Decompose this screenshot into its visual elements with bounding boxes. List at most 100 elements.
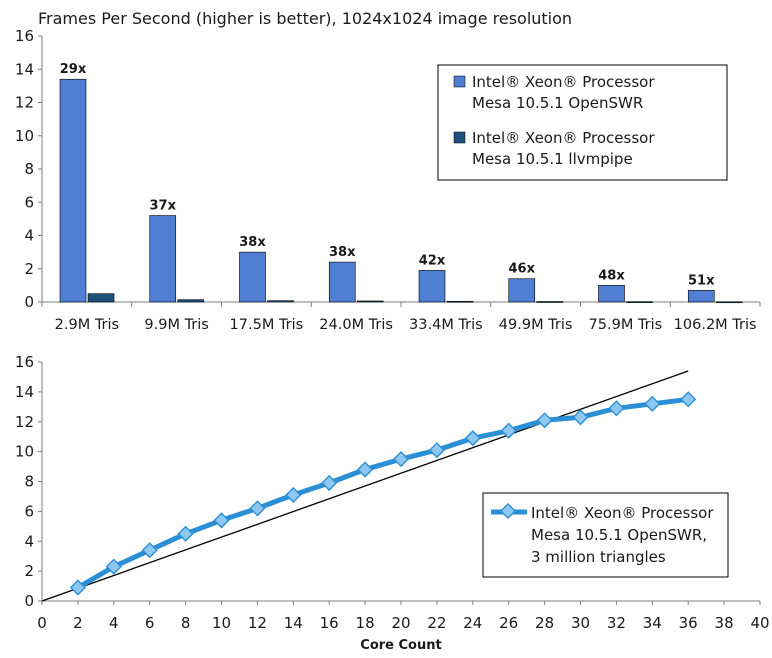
bar-chart: Frames Per Second (higher is better), 10… [15, 9, 761, 333]
bar-speedup-label: 29x [60, 62, 87, 77]
line-chart-y-tick-label: 10 [15, 443, 34, 461]
line-chart-x-tick-label: 18 [356, 614, 375, 632]
bar-chart-y-tick-label: 10 [15, 127, 34, 145]
bar-speedup-label: 38x [239, 235, 266, 250]
line-legend-label-line1: Intel® Xeon® Processor [531, 504, 714, 522]
legend-swatch-openswr [453, 75, 466, 88]
legend-swatch-llvmpipe [453, 131, 466, 144]
openswr-data-point [213, 512, 230, 529]
bar-speedup-label: 38x [329, 245, 356, 260]
line-chart-x-tick-label: 6 [145, 614, 155, 632]
line-chart-y-tick-label: 6 [24, 502, 34, 520]
openswr-data-point [428, 442, 445, 459]
openswr-data-point [177, 525, 194, 542]
bar-chart-y-tick-label: 2 [24, 260, 34, 278]
bar-chart-y-tick-label: 4 [24, 227, 34, 245]
bar-chart-category-label: 24.0M Tris [319, 317, 393, 333]
line-chart-y-ticks: 0 2 4 6 8 10 12 14 16 [15, 353, 42, 610]
line-chart-x-tick-label: 28 [535, 614, 554, 632]
bar-llvmpipe [87, 293, 115, 303]
openswr-data-point [141, 542, 158, 559]
line-chart-x-tick-label: 16 [320, 614, 339, 632]
bar-chart-category-label: 106.2M Tris [674, 317, 757, 333]
bar-chart-category-label: 75.9M Tris [589, 317, 663, 333]
openswr-data-point [500, 422, 517, 439]
bar-chart-category-label: 2.9M Tris [55, 317, 119, 333]
bar-llvmpipe [626, 301, 653, 303]
line-chart-x-tick-label: 4 [109, 614, 119, 632]
line-legend-label-line2: Mesa 10.5.1 OpenSWR, [531, 526, 707, 544]
line-chart-x-tick-label: 2 [73, 614, 83, 632]
line-chart-x-tick-label: 12 [248, 614, 267, 632]
line-chart-y-tick-label: 0 [24, 592, 34, 610]
line-chart-x-ticks: 0 2 4 6 8 10 12 14 16 18 20 22 24 26 28 30 32 34 36 38 40 [37, 601, 770, 632]
line-chart-x-tick-label: 38 [715, 614, 734, 632]
line-chart-x-tick-label: 20 [391, 614, 410, 632]
bar-openswr [598, 285, 625, 303]
bar-chart-y-tick-label: 0 [24, 293, 34, 311]
bar-chart-category-label: 33.4M Tris [409, 317, 483, 333]
line-chart-x-tick-label: 10 [212, 614, 231, 632]
bar-llvmpipe [267, 300, 294, 303]
bar-chart-y-tick-label: 14 [15, 60, 34, 78]
openswr-data-point [392, 451, 410, 468]
openswr-data-point [285, 486, 302, 504]
bar-llvmpipe [177, 299, 205, 303]
line-chart-x-tick-label: 30 [571, 614, 590, 632]
line-chart-x-tick-label: 14 [284, 614, 303, 632]
bar-chart-data-labels: 29x 37x 38x 38x 42x 46x 48x 51x [60, 62, 715, 288]
line-chart-x-tick-label: 40 [750, 614, 769, 632]
bar-llvmpipe [356, 300, 384, 303]
bar-chart-y-tick-label: 8 [24, 160, 34, 178]
line-chart-y-tick-label: 14 [15, 383, 34, 401]
bar-speedup-label: 37x [150, 199, 177, 214]
bar-openswr [328, 261, 356, 303]
line-chart-y-tick-label: 16 [15, 353, 34, 371]
line-chart-legend: Intel® Xeon® Processor Mesa 10.5.1 OpenS… [482, 492, 729, 578]
line-chart-x-tick-label: 22 [427, 614, 446, 632]
line-chart-x-axis-label: Core Count [360, 638, 441, 653]
bar-chart-legend: Intel® Xeon® Processor Mesa 10.5.1 OpenS… [437, 64, 728, 181]
bar-chart-y-tick-label: 12 [15, 94, 34, 112]
legend-entry-llvmpipe: Intel® Xeon® Processor Mesa 10.5.1 llvmp… [453, 129, 655, 168]
bar-chart-title: Frames Per Second (higher is better), 10… [38, 9, 572, 28]
bar-openswr [687, 290, 715, 303]
openswr-data-point [572, 409, 589, 426]
bar-llvmpipe [446, 300, 474, 303]
bar-openswr [508, 278, 536, 303]
line-chart-y-tick-label: 12 [15, 413, 34, 431]
openswr-data-point [536, 412, 553, 429]
bar-chart-x-ticks: 2.9M Tris 9.9M Tris 17.5M Tris 24.0M Tris 33… [41, 302, 761, 333]
legend-box [437, 64, 728, 181]
line-chart-y-tick-label: 4 [24, 532, 34, 550]
legend-label-llvmpipe-line1: Intel® Xeon® Processor [472, 129, 655, 147]
line-chart-x-tick-label: 0 [37, 614, 47, 632]
bar-chart-category-label: 17.5M Tris [230, 317, 304, 333]
legend-label-openswr-line1: Intel® Xeon® Processor [472, 73, 655, 91]
openswr-data-point [357, 461, 374, 478]
openswr-data-point [69, 579, 86, 596]
bar-speedup-label: 46x [509, 262, 536, 277]
openswr-data-point [321, 474, 338, 492]
openswr-data-point [644, 395, 661, 412]
line-chart-x-tick-label: 8 [181, 614, 191, 632]
legend-entry-openswr: Intel® Xeon® Processor Mesa 10.5.1 OpenS… [453, 73, 655, 112]
bar-chart-category-label: 49.9M Tris [499, 317, 573, 333]
openswr-data-point [464, 430, 481, 447]
bar-openswr [239, 251, 266, 303]
line-chart-x-tick-label: 34 [643, 614, 662, 632]
bar-chart-category-label: 9.9M Tris [144, 317, 208, 333]
bar-chart-y-tick-label: 6 [24, 193, 34, 211]
line-chart-y-tick-label: 2 [24, 562, 34, 580]
bar-openswr [59, 78, 87, 303]
line-legend-box [482, 492, 729, 578]
legend-label-openswr-line2: Mesa 10.5.1 OpenSWR [472, 94, 643, 112]
line-legend-label-line3: 3 million triangles [531, 548, 666, 566]
bar-speedup-label: 42x [419, 253, 446, 268]
line-chart-x-tick-label: 24 [463, 614, 482, 632]
bar-chart-y-ticks: 0 2 4 6 8 10 12 14 16 [15, 27, 42, 311]
line-chart-x-tick-label: 36 [679, 614, 698, 632]
